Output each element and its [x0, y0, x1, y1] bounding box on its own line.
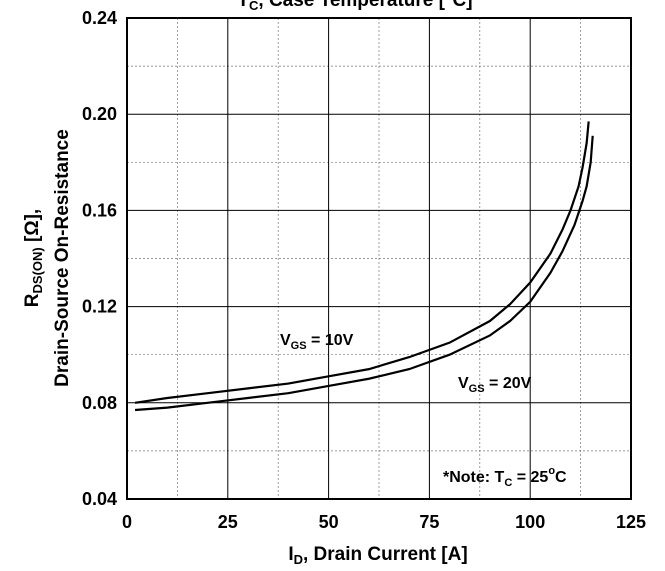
x-tick-label: 25: [218, 512, 238, 532]
chart-title-cut: TC, Case Temperature [°C]: [237, 0, 472, 13]
title-main: T: [237, 0, 249, 11]
y-tick-label: 0.20: [82, 104, 117, 124]
x-tick-label: 50: [319, 512, 339, 532]
y-tick-label: 0.24: [82, 8, 117, 28]
note-suffix: C: [555, 469, 567, 486]
ylabel-main: R: [22, 293, 43, 307]
xlabel-main: I: [288, 544, 293, 565]
ylabel-sub: DS(ON): [30, 247, 45, 293]
series-label-vgs10: VGS = 10V: [280, 332, 354, 352]
y-axis-title-line1: RDS(ON) [Ω],: [22, 209, 45, 307]
y-axis-title: RDS(ON) [Ω], Drain-Source On-Resistance: [22, 129, 73, 387]
ylabel-rest: [Ω],: [22, 209, 43, 247]
vgs10-main: V: [280, 332, 291, 349]
x-tick-label: 125: [616, 512, 646, 532]
note-sub: C: [504, 477, 512, 489]
y-tick-labels: 0.04 0.08 0.12 0.16 0.20 0.24: [82, 8, 117, 509]
grid: [126, 17, 632, 500]
vgs10-rest: = 10V: [307, 332, 354, 349]
y-tick-label: 0.16: [82, 200, 117, 220]
y-axis-title-line2: Drain-Source On-Resistance: [52, 129, 73, 387]
note-mid: = 25: [512, 469, 548, 486]
series-label-vgs20: VGS = 20V: [458, 375, 532, 395]
note: *Note: TC = 25oC: [443, 465, 567, 489]
plot-frame: [126, 17, 632, 500]
vgs20-sub: GS: [469, 383, 485, 395]
y-tick-label: 0.12: [82, 297, 117, 317]
y-tick-label: 0.04: [82, 489, 117, 509]
note-prefix: *Note: T: [443, 469, 505, 486]
vgs20-rest: = 20V: [485, 375, 532, 392]
x-tick-label: 100: [515, 512, 545, 532]
xlabel-rest: , Drain Current [A]: [303, 544, 468, 565]
curves: [134, 121, 594, 412]
note-sup: o: [548, 465, 555, 477]
y-tick-label: 0.08: [82, 393, 117, 413]
xlabel-sub: D: [294, 552, 303, 567]
series-vgs10-line: [134, 121, 590, 404]
title-rest: , Case Temperature [°C]: [258, 0, 472, 11]
vgs20-main: V: [458, 375, 469, 392]
x-tick-label: 75: [419, 512, 439, 532]
vgs10-sub: GS: [291, 340, 307, 352]
x-axis-title: ID, Drain Current [A]: [288, 544, 467, 567]
x-tick-labels: 0 25 50 75 100 125: [122, 512, 646, 532]
x-tick-label: 0: [122, 512, 132, 532]
title-sub: C: [249, 0, 259, 13]
series-vgs20-line: [134, 135, 594, 412]
